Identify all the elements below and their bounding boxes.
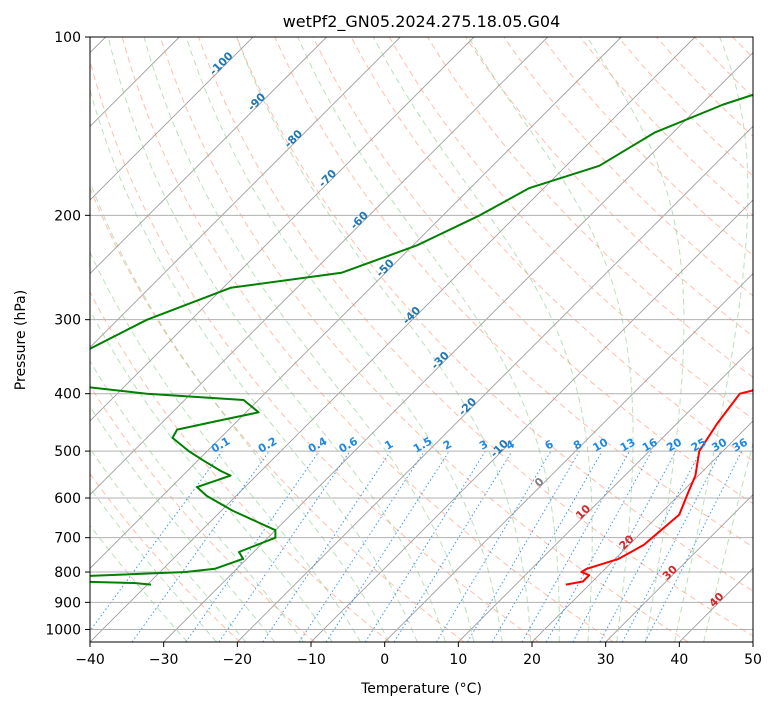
- isotherm-line: [384, 273, 753, 642]
- moist-adiabat-line: [90, 487, 217, 642]
- x-tick-label: 30: [597, 652, 615, 668]
- dry-adiabat-line: [465, 37, 753, 338]
- x-tick-label: −10: [296, 652, 326, 668]
- y-tick-label: 300: [54, 313, 81, 329]
- moist-adiabat-line: [586, 37, 685, 642]
- y-tick-label: 100: [54, 30, 81, 46]
- moist-adiabat-line: [90, 180, 390, 642]
- mixing-ratio-line: [218, 450, 351, 642]
- pressure-gridlines: [90, 37, 753, 630]
- mixing-ratio-line: [545, 450, 653, 642]
- y-axis-label: Pressure (hPa): [13, 290, 29, 390]
- isotherm-line: [90, 37, 548, 496]
- mixing-ratio-line: [435, 450, 552, 642]
- isotherm-line: [605, 494, 753, 642]
- moist-adiabat-line: [703, 441, 753, 642]
- mixing-ratio-line: [521, 450, 630, 642]
- x-tick-label: 10: [449, 652, 467, 668]
- plot-frame: [89, 36, 754, 643]
- dry-adiabat-line: [90, 59, 540, 642]
- x-tick-label: −30: [149, 652, 179, 668]
- isotherm-line: [458, 346, 753, 642]
- y-tick-label: 400: [54, 387, 81, 403]
- x-tick-label: −40: [75, 652, 105, 668]
- moist-adiabat-line: [90, 360, 304, 642]
- moist-adiabat-line: [372, 37, 593, 642]
- y-tick-label: 800: [54, 565, 81, 581]
- y-tick-label: 500: [54, 444, 81, 460]
- dry-adiabat-line: [90, 472, 241, 642]
- y-axis-ticks: 100 200 300 400 500 600 700 800 900 1000: [45, 30, 90, 638]
- moist-adiabat-line: [185, 37, 503, 642]
- dry-adiabat-line: [121, 37, 614, 642]
- mixing-ratio-line: [393, 450, 513, 642]
- isotherm-line: [90, 37, 327, 275]
- dry-adiabat-line: [236, 37, 753, 592]
- isotherm-line: [90, 37, 254, 201]
- x-axis-label: Temperature (°C): [360, 681, 482, 697]
- dry-adiabat-line: [388, 37, 753, 420]
- isotherm-line: [531, 420, 753, 642]
- y-tick-label: 900: [54, 595, 81, 611]
- x-axis-ticks: −40 −30 −20 −10 0 10 20 30 40 50: [75, 642, 762, 668]
- x-tick-label: −20: [223, 652, 253, 668]
- mixing-ratio-line: [364, 450, 486, 642]
- isotherm-line: [90, 37, 622, 569]
- dry-adiabat-line: [503, 37, 753, 297]
- x-tick-label: 40: [670, 652, 688, 668]
- chart-title: wetPf2_GN05.2024.275.18.05.G04: [283, 12, 561, 32]
- x-tick-label: 50: [744, 652, 762, 668]
- moist-adiabat-line: [90, 524, 188, 642]
- moist-adiabat-line: [90, 405, 276, 642]
- moist-adiabat-line: [674, 37, 749, 642]
- moist-adiabat-line: [297, 37, 560, 642]
- isotherm-line: [90, 37, 401, 348]
- mixing-ratio-line: [467, 450, 580, 642]
- y-tick-label: 1000: [45, 622, 81, 638]
- x-tick-label: 0: [380, 652, 389, 668]
- moist-adiabat-line: [90, 251, 362, 642]
- dry-adiabat-line: [274, 37, 753, 548]
- moist-adiabat-line: [236, 37, 532, 642]
- mixing-ratio-line: [325, 450, 450, 642]
- moist-adiabat-line: [90, 447, 247, 642]
- dry-adiabat-line: [90, 186, 465, 642]
- isotherm-line: [237, 125, 753, 642]
- mixing-ratio-line: [572, 450, 677, 642]
- isotherm-line: [90, 37, 475, 422]
- mixing-ratio-line: [491, 450, 603, 642]
- y-tick-label: 700: [54, 531, 81, 547]
- dry-adiabat-line: [426, 37, 753, 378]
- reference-lines: [90, 37, 753, 642]
- x-tick-label: 20: [523, 652, 541, 668]
- moist-adiabat-line: [143, 37, 475, 642]
- moist-adiabat-line: [90, 88, 418, 642]
- dry-adiabat-line: [312, 37, 753, 505]
- dry-adiabat-line: [90, 384, 316, 642]
- dewpoint-profile-line: [90, 93, 753, 586]
- dry-adiabat-line: [198, 37, 753, 637]
- dry-adiabat-line: [350, 37, 753, 462]
- dry-adiabat-line: [90, 291, 390, 642]
- y-tick-label: 200: [54, 208, 81, 224]
- y-tick-label: 600: [54, 491, 81, 507]
- moist-adiabat-line: [107, 37, 447, 642]
- isotherm-line: [310, 199, 753, 642]
- moist-adiabat-line: [90, 309, 333, 642]
